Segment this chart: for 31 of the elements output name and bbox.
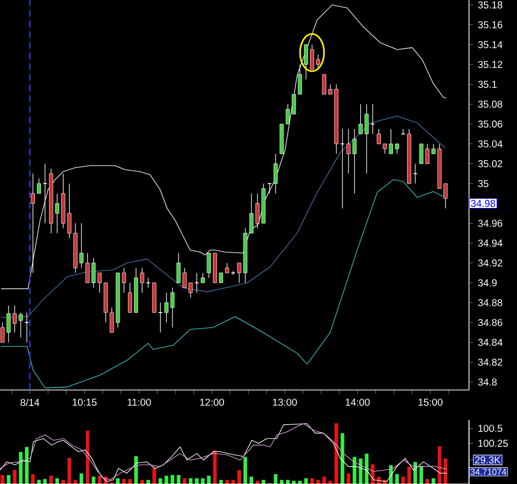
y-tick-label: 34.84 — [478, 338, 502, 346]
y-tick-label: 35 — [478, 180, 488, 188]
y-tick-label: 34.88 — [478, 299, 502, 306]
y-tick-label: 34.96 — [478, 220, 502, 227]
y-tick-label: 34.9 — [478, 279, 497, 286]
y-tick-label: 34.92 — [478, 259, 502, 267]
y-tick-label: 35.08 — [478, 100, 502, 108]
text: 34.71074 — [470, 468, 506, 475]
x-tick-label: 10:15 — [72, 398, 97, 406]
y-tick-label: 34.82 — [478, 358, 502, 366]
y-tick-label: 34.94 — [478, 240, 502, 247]
x-tick-label: 8/14 — [20, 398, 40, 406]
y-tick-label: 35.18 — [478, 1, 502, 8]
y-tick-label: 35.04 — [478, 140, 502, 148]
y-tick-label: 35.1 — [478, 80, 497, 88]
x-tick-label: 13:00 — [272, 398, 297, 406]
y-tick-label: 34.86 — [478, 318, 502, 326]
y-tick-label: 35.06 — [478, 120, 502, 128]
y-tick-label: 34.8 — [478, 378, 497, 386]
annotation: 34.98 — [470, 200, 496, 207]
y-tick-label: 35.02 — [478, 160, 502, 168]
y-tick-label: 100.5 — [478, 424, 502, 432]
x-tick-label: 14:00 — [346, 398, 370, 406]
y-tick-label: 35.16 — [478, 21, 502, 28]
y-tick-label: 35.12 — [478, 60, 502, 68]
x-tick-label: 15:00 — [418, 398, 443, 406]
x-tick-label: 11:00 — [128, 398, 151, 406]
x-tick-label: 12:00 — [200, 398, 224, 406]
y2-tick-label: 29.3K — [475, 456, 501, 464]
y-tick-label: 100.25 — [478, 440, 508, 447]
y-tick-label: 35.14 — [478, 41, 502, 48]
